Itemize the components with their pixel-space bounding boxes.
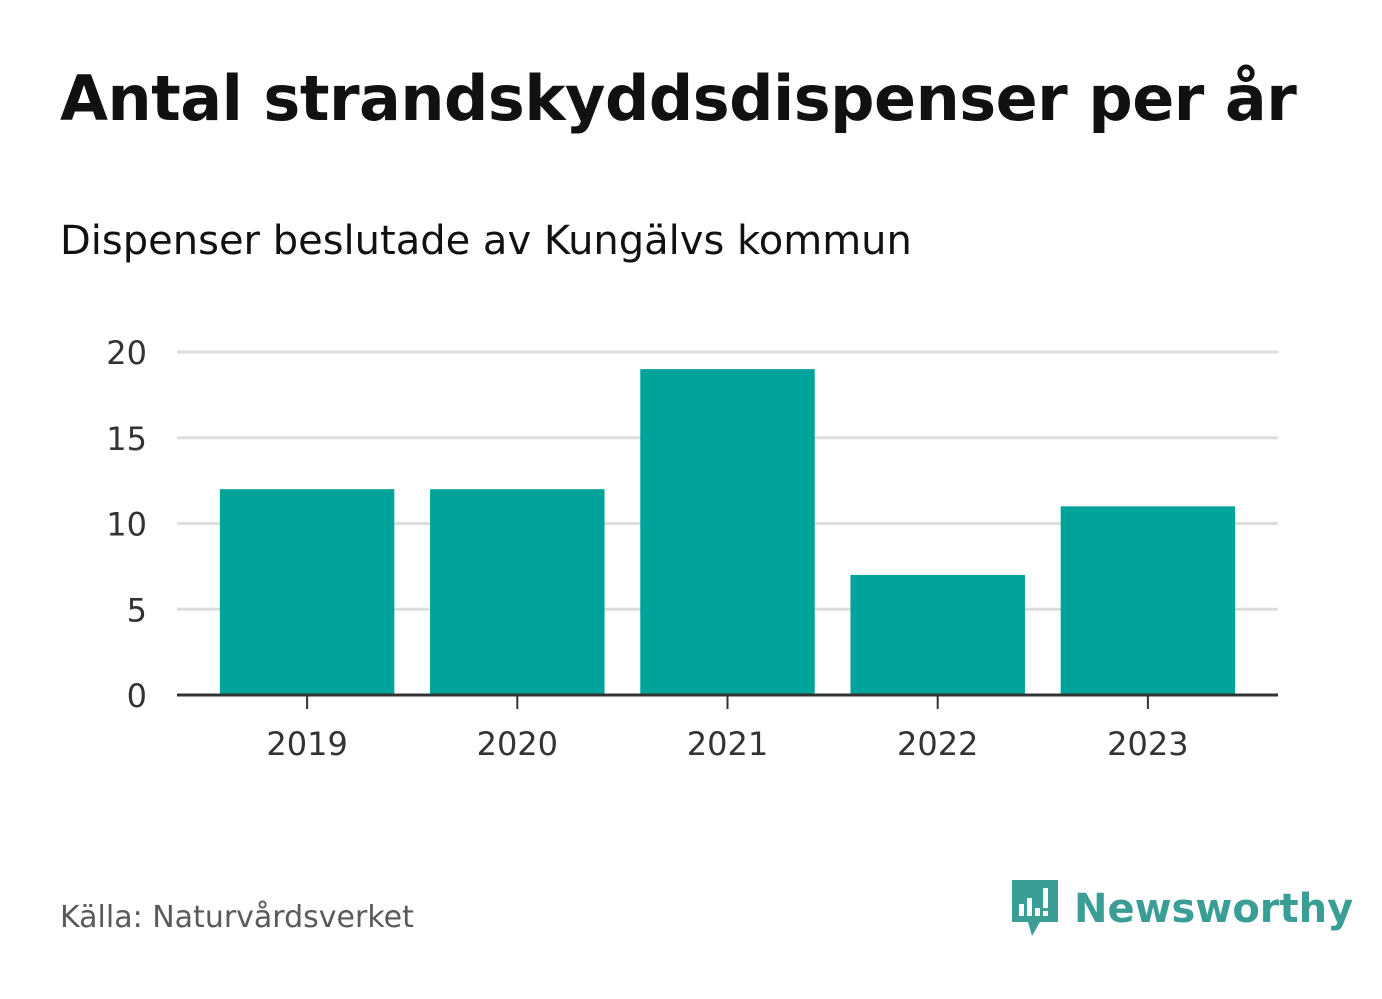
bar: [219, 489, 395, 695]
x-tick-label: 2023: [1107, 725, 1188, 763]
x-tick-label: 2022: [897, 725, 978, 763]
source-note: Källa: Naturvårdsverket: [60, 900, 414, 935]
y-tick-label: 10: [106, 506, 147, 544]
newsworthy-logo-icon: [1012, 880, 1058, 936]
y-tick-label: 15: [106, 420, 147, 458]
bar: [640, 369, 815, 695]
y-tick-label: 20: [106, 334, 147, 372]
bar: [850, 574, 1025, 695]
chart-subtitle: Dispenser beslutade av Kungälvs kommun: [60, 218, 912, 264]
y-tick-label: 0: [127, 677, 147, 715]
brand-logo: Newsworthy: [1010, 878, 1353, 940]
bar: [1060, 506, 1236, 695]
x-tick-label: 2020: [477, 725, 558, 763]
x-tick-label: 2021: [687, 725, 768, 763]
brand-name: Newsworthy: [1074, 886, 1354, 932]
x-tick-label: 2019: [266, 725, 347, 763]
bar: [430, 489, 605, 695]
chart-title: Antal strandskyddsdispenser per år: [60, 62, 1297, 135]
y-tick-label: 5: [127, 591, 147, 629]
